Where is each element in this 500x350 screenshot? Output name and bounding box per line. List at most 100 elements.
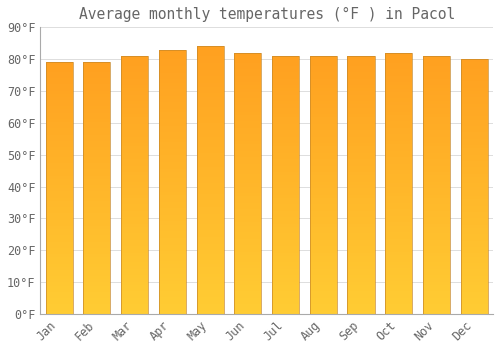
Bar [46,188,73,191]
Bar [84,141,110,144]
Bar [196,140,224,143]
Bar [121,62,148,66]
Bar [385,278,412,281]
Bar [159,60,186,63]
Bar [348,304,374,307]
Bar [385,72,412,76]
Bar [310,240,337,243]
Bar [310,275,337,278]
Bar [159,83,186,86]
Bar [460,75,488,78]
Bar [159,106,186,109]
Bar [310,188,337,191]
Bar [385,190,412,193]
Bar [423,211,450,214]
Bar [196,287,224,290]
Bar [46,160,73,163]
Bar [272,175,299,178]
Bar [460,145,488,148]
Bar [46,132,73,135]
Bar [272,85,299,88]
Bar [460,104,488,107]
Bar [348,253,374,256]
Bar [84,235,110,238]
Bar [46,292,73,295]
Bar [348,249,374,253]
Bar [460,234,488,237]
Bar [460,275,488,279]
Bar [159,49,186,53]
Bar [159,208,186,211]
Bar [348,198,374,201]
Bar [121,104,148,107]
Bar [159,112,186,116]
Bar [196,194,224,197]
Bar [196,270,224,274]
Bar [385,275,412,278]
Bar [84,175,110,178]
Bar [423,175,450,178]
Bar [121,156,148,159]
Bar [84,78,110,81]
Bar [196,250,224,254]
Bar [159,254,186,258]
Bar [121,162,148,166]
Bar [159,251,186,254]
Bar [348,208,374,211]
Bar [348,72,374,75]
Bar [84,153,110,157]
Bar [46,141,73,144]
Bar [196,244,224,247]
Bar [423,124,450,127]
Bar [46,260,73,264]
Bar [423,224,450,227]
Bar [423,153,450,156]
Bar [234,174,262,177]
Bar [385,105,412,108]
Bar [121,117,148,120]
Bar [310,198,337,201]
Bar [234,144,262,147]
Bar [234,271,262,275]
Bar [348,301,374,304]
Bar [84,298,110,301]
Bar [460,190,488,193]
Bar [385,203,412,206]
Bar [121,191,148,195]
Bar [423,78,450,82]
Bar [196,170,224,174]
Bar [121,217,148,220]
Bar [460,260,488,263]
Bar [385,223,412,226]
Bar [196,230,224,234]
Bar [46,229,73,232]
Bar [272,120,299,124]
Bar [46,267,73,270]
Bar [385,69,412,72]
Bar [460,250,488,253]
Bar [423,204,450,208]
Bar [272,265,299,269]
Bar [385,196,412,200]
Bar [272,195,299,198]
Bar [234,102,262,105]
Bar [234,298,262,301]
Bar [84,304,110,308]
Bar [196,143,224,147]
Bar [46,185,73,188]
Bar [84,62,110,65]
Bar [159,191,186,195]
Bar [159,284,186,287]
Bar [159,185,186,188]
Bar [234,258,262,262]
Bar [348,69,374,72]
Bar [84,260,110,264]
Bar [84,75,110,78]
Bar [234,63,262,66]
Bar [423,120,450,124]
Bar [460,199,488,202]
Bar [159,63,186,66]
Bar [234,193,262,196]
Bar [423,136,450,140]
Bar [460,69,488,72]
